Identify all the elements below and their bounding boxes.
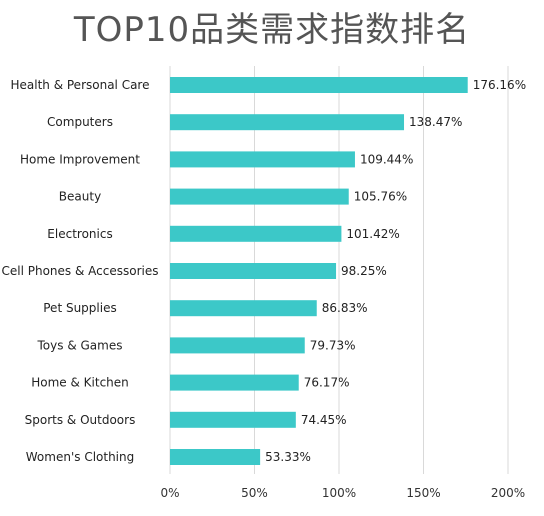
bar <box>170 151 355 168</box>
bar <box>170 411 296 428</box>
x-tick-label: 50% <box>241 486 268 500</box>
category-label: Pet Supplies <box>43 301 116 315</box>
value-label: 74.45% <box>301 413 347 427</box>
value-label: 109.44% <box>360 152 413 166</box>
bar <box>170 374 299 391</box>
value-label: 86.83% <box>322 301 368 315</box>
category-label: Toys & Games <box>37 338 123 352</box>
chart-title: TOP10品类需求指数排名 <box>73 10 471 50</box>
value-label: 138.47% <box>409 115 462 129</box>
bars <box>170 77 468 465</box>
value-label: 105.76% <box>354 190 407 204</box>
category-label: Computers <box>47 115 113 129</box>
category-label: Health & Personal Care <box>10 78 149 92</box>
bar <box>170 188 349 205</box>
value-label: 53.33% <box>265 450 311 464</box>
category-label: Cell Phones & Accessories <box>2 264 159 278</box>
category-label: Women's Clothing <box>26 450 134 464</box>
category-label: Sports & Outdoors <box>25 413 136 427</box>
category-label: Beauty <box>59 190 101 204</box>
category-label: Home & Kitchen <box>31 376 129 390</box>
x-tick-label: 0% <box>160 486 179 500</box>
value-labels: 176.16% 138.47% 109.44% 105.76% 101.42% 98.25… <box>265 78 526 464</box>
value-label: 101.42% <box>346 227 399 241</box>
x-tick-label: 200% <box>491 486 525 500</box>
value-label: 98.25% <box>341 264 387 278</box>
category-label: Electronics <box>47 227 112 241</box>
category-label: Home Improvement <box>20 152 140 166</box>
bar <box>170 114 405 131</box>
bar <box>170 449 261 465</box>
category-labels: Health & Personal Care Computers Home Impr… <box>2 78 159 464</box>
x-tick-label: 150% <box>406 486 440 500</box>
x-tick-label: 100% <box>322 486 356 500</box>
value-label: 176.16% <box>473 78 526 92</box>
value-label: 76.17% <box>304 376 350 390</box>
bar <box>170 77 468 93</box>
bar <box>170 300 317 317</box>
x-tick-labels: 0% 50% 100% 150% 200% <box>160 486 525 500</box>
bar <box>170 225 342 242</box>
value-label: 79.73% <box>310 338 356 352</box>
bar <box>170 263 337 279</box>
bar <box>170 337 305 354</box>
